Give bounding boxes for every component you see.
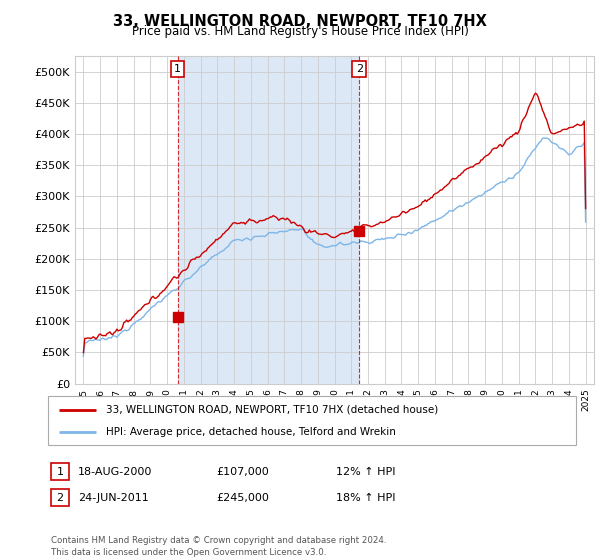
Text: 33, WELLINGTON ROAD, NEWPORT, TF10 7HX: 33, WELLINGTON ROAD, NEWPORT, TF10 7HX	[113, 14, 487, 29]
Text: £107,000: £107,000	[216, 466, 269, 477]
Text: £245,000: £245,000	[216, 493, 269, 503]
Text: Price paid vs. HM Land Registry's House Price Index (HPI): Price paid vs. HM Land Registry's House …	[131, 25, 469, 38]
Text: 18-AUG-2000: 18-AUG-2000	[78, 466, 152, 477]
Text: 12% ↑ HPI: 12% ↑ HPI	[336, 466, 395, 477]
Text: 1: 1	[56, 466, 64, 477]
Text: 2: 2	[356, 64, 363, 74]
Text: HPI: Average price, detached house, Telford and Wrekin: HPI: Average price, detached house, Telf…	[106, 427, 396, 437]
FancyBboxPatch shape	[48, 396, 576, 445]
Text: 1: 1	[174, 64, 181, 74]
Text: 2: 2	[56, 493, 64, 503]
Text: 18% ↑ HPI: 18% ↑ HPI	[336, 493, 395, 503]
Text: 33, WELLINGTON ROAD, NEWPORT, TF10 7HX (detached house): 33, WELLINGTON ROAD, NEWPORT, TF10 7HX (…	[106, 405, 439, 415]
Text: 24-JUN-2011: 24-JUN-2011	[78, 493, 149, 503]
Text: Contains HM Land Registry data © Crown copyright and database right 2024.
This d: Contains HM Land Registry data © Crown c…	[51, 536, 386, 557]
Bar	[178, 56, 359, 384]
